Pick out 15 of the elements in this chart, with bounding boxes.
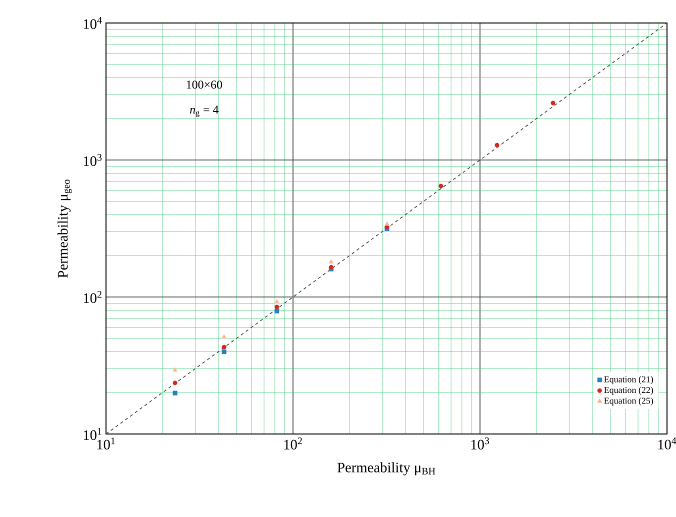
annotation: n$_{g}$ = 4 bbox=[190, 106, 219, 118]
y-tick-label: 10$^{4}$ bbox=[84, 17, 102, 29]
x-tick-label: 10$^{4}$ bbox=[658, 438, 676, 450]
x-tick-label: 10$^{2}$ bbox=[284, 438, 302, 450]
legend-label: Equation (21) bbox=[604, 376, 654, 384]
annotation: 100×60 bbox=[186, 80, 222, 89]
x-tick-label: 10$^{1}$ bbox=[97, 438, 115, 450]
y-axis-title: Permeability μ$_{geo}$ bbox=[58, 180, 72, 278]
x-axis-title: Permeability μ$_{BH}$ bbox=[337, 462, 436, 476]
y-tick-label: 10$^{2}$ bbox=[84, 291, 102, 303]
legend-label: Equation (22) bbox=[604, 386, 654, 395]
x-tick-label: 10$^{3}$ bbox=[471, 438, 490, 450]
legend-label: Equation (25) bbox=[604, 397, 654, 406]
y-tick-label: 10$^{3}$ bbox=[84, 154, 102, 166]
y-tick-label: 10$^{1}$ bbox=[84, 428, 102, 440]
